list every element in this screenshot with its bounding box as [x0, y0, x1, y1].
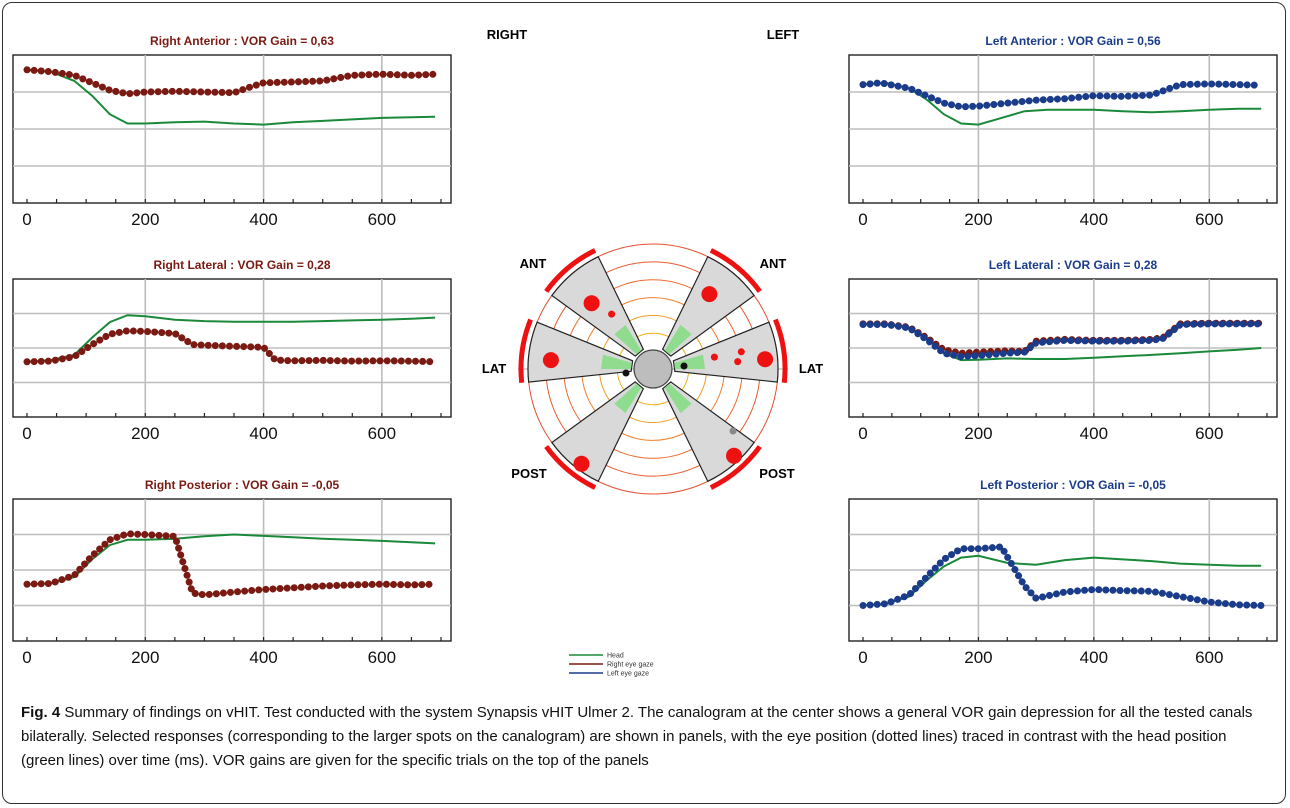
x-tick-label: 400 — [249, 210, 277, 229]
eye-trace — [859, 543, 1265, 609]
x-tick-label: 400 — [249, 648, 277, 667]
canal-label-post-left: POST — [511, 466, 546, 481]
vhit-panels: Right Anterior : VOR Gain = 0,63 0 200 400 6… — [12, 34, 1278, 667]
x-tick-label: 0 — [858, 210, 867, 229]
x-tick-label: 200 — [964, 648, 992, 667]
response-spot — [542, 352, 559, 369]
canal-label-ant-right: ANT — [760, 256, 787, 271]
response-spot — [710, 353, 718, 361]
x-tick-label: 400 — [1080, 424, 1108, 443]
x-tick-label: 0 — [22, 210, 31, 229]
panel-2: Left Anterior : VOR Gain = 0,56 0 200 400 60… — [848, 34, 1278, 229]
response-spot — [757, 351, 774, 368]
response-spot — [701, 286, 718, 303]
normal-zone — [614, 383, 642, 414]
panel-title: Right Posterior : VOR Gain = -0,05 — [145, 478, 340, 492]
vhit-figure: Right Anterior : VOR Gain = 0,63 0 200 400 6… — [12, 27, 1278, 678]
canal-sector — [661, 248, 762, 357]
canal-sector — [544, 248, 645, 357]
x-tick-label: 600 — [1195, 648, 1223, 667]
response-spot — [726, 447, 742, 464]
legend-label: Head — [607, 653, 624, 660]
legend-label: Right eye gaze — [607, 662, 654, 669]
marker-dot — [729, 427, 737, 435]
outer-arc — [544, 248, 597, 293]
x-tick-label: 200 — [964, 424, 992, 443]
marker-dot — [622, 369, 630, 377]
canal-label-post-right: POST — [759, 466, 794, 481]
response-spot — [608, 310, 616, 318]
marker-dot — [680, 362, 688, 370]
response-spot — [573, 455, 590, 472]
canal-label-ant-left: ANT — [520, 256, 547, 271]
caption-text: Summary of findings on vHIT. Test conduc… — [21, 704, 1253, 769]
outer-arc — [773, 318, 788, 384]
canal-sector — [672, 318, 788, 384]
x-tick-label: 400 — [1080, 210, 1108, 229]
canalogram-hub — [633, 349, 673, 389]
eye-trace — [859, 79, 1265, 111]
canal-sector — [544, 381, 645, 490]
normal-zone — [601, 354, 632, 369]
outer-arc — [518, 318, 533, 384]
x-tick-label: 200 — [964, 210, 992, 229]
panel-3: Right Lateral : VOR Gain = 0,28 0 200 400 60… — [12, 258, 452, 443]
normal-zone — [664, 324, 692, 355]
x-tick-label: 0 — [858, 648, 867, 667]
figure-caption: Fig. 4 Summary of findings on vHIT. Test… — [21, 701, 1271, 773]
panel-title: Left Anterior : VOR Gain = 0,56 — [985, 34, 1161, 48]
left-side-label: LEFT — [767, 27, 800, 42]
outer-arc — [544, 445, 597, 490]
canalogram — [518, 243, 788, 495]
panel-6: Left Posterior : VOR Gain = -0,05 0 200 400… — [848, 478, 1278, 667]
legend-label: Left eye gaze — [607, 671, 649, 678]
canal-sector — [518, 318, 634, 384]
head-trace — [26, 68, 436, 126]
response-spot — [583, 295, 600, 312]
right-side-label: RIGHT — [487, 27, 528, 42]
legend: Head Right eye gaze Left eye gaze — [569, 653, 654, 678]
canal-label-lat-right: LAT — [799, 361, 823, 376]
x-tick-label: 200 — [131, 648, 159, 667]
x-tick-label: 200 — [131, 424, 159, 443]
x-tick-label: 200 — [131, 210, 159, 229]
outer-arc — [709, 445, 762, 490]
x-tick-label: 600 — [368, 210, 396, 229]
panel-title: Left Posterior : VOR Gain = -0,05 — [980, 478, 1166, 492]
head-trace — [862, 81, 1262, 126]
panel-title: Left Lateral : VOR Gain = 0,28 — [989, 258, 1158, 272]
panel-title: Right Lateral : VOR Gain = 0,28 — [153, 258, 330, 272]
x-tick-label: 400 — [1080, 648, 1108, 667]
x-tick-label: 600 — [1195, 424, 1223, 443]
caption-label: Fig. 4 — [21, 704, 61, 721]
panel-5: Right Posterior : VOR Gain = -0,05 0 200 40… — [12, 478, 452, 667]
eye-trace — [23, 66, 439, 98]
canal-sector — [661, 381, 762, 490]
head-trace — [26, 314, 436, 363]
x-tick-label: 0 — [22, 424, 31, 443]
panel-4: Left Lateral : VOR Gain = 0,28 0 200 400 600 — [848, 258, 1278, 443]
x-tick-label: 600 — [368, 424, 396, 443]
panel-1: Right Anterior : VOR Gain = 0,63 0 200 400 6… — [12, 34, 452, 229]
x-tick-label: 600 — [1195, 210, 1223, 229]
x-tick-label: 0 — [858, 424, 867, 443]
normal-zone — [614, 324, 642, 355]
panel-title: Right Anterior : VOR Gain = 0,63 — [150, 34, 334, 48]
x-tick-label: 0 — [22, 648, 31, 667]
response-spot — [737, 348, 745, 356]
normal-zone — [664, 383, 692, 414]
x-tick-label: 600 — [368, 648, 396, 667]
eye-trace — [23, 530, 439, 599]
left_eye-trace — [859, 320, 1265, 361]
response-spot — [734, 358, 742, 366]
canal-label-lat-left: LAT — [482, 361, 506, 376]
x-tick-label: 400 — [249, 424, 277, 443]
outer-arc — [709, 248, 762, 293]
eye-trace — [23, 327, 439, 366]
